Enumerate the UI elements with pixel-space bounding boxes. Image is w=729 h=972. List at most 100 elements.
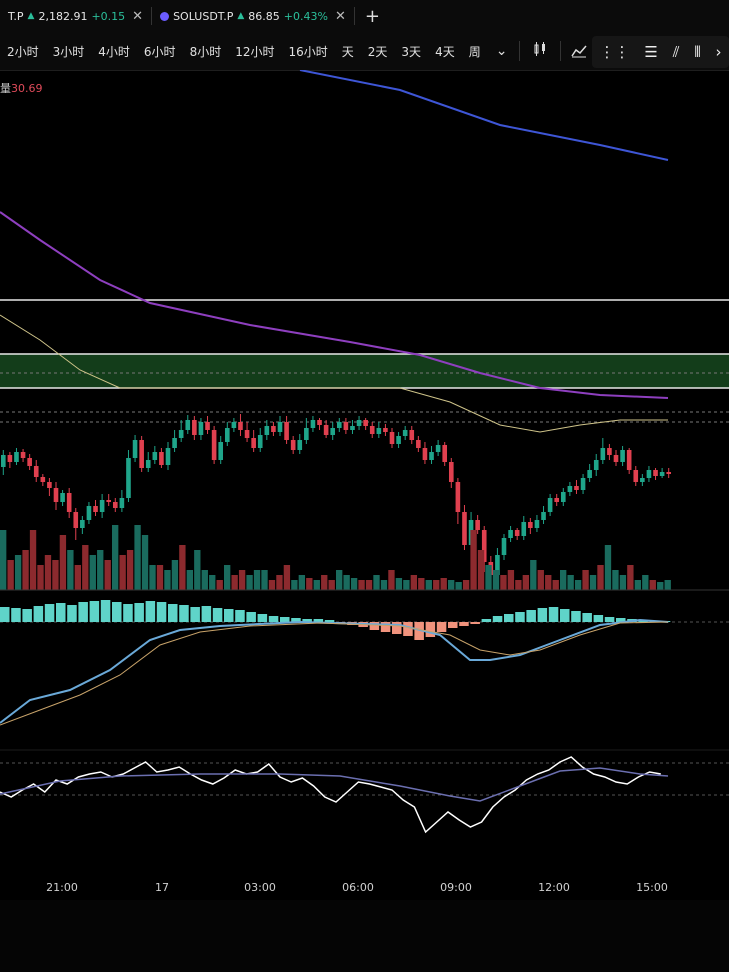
symbol-tab-bar: T.P ▲ 2,182.91 +0.15 ✕ SOLUSDT.P ▲ 86.85… (0, 0, 729, 32)
timeframe-1d[interactable]: 天 (341, 44, 354, 59)
candle-body (178, 430, 184, 438)
ma-yellow-line (0, 314, 668, 433)
candle-body (613, 455, 619, 462)
candle-body (448, 462, 454, 482)
timeframe-4h[interactable]: 4小时 (98, 44, 130, 59)
volume-bar (283, 565, 291, 590)
drawing-tools-panel: ⋮⋮ ☰ ⫽ ⫴ › (592, 36, 729, 68)
time-tick: 15:00 (636, 881, 668, 894)
volume-bar (634, 580, 642, 590)
candle-body (53, 488, 59, 502)
price-chart[interactable] (0, 70, 729, 876)
volume-bar (545, 575, 552, 590)
candle-body (363, 420, 368, 426)
horizontal-line-tool-icon[interactable]: ☰ (644, 43, 658, 61)
time-tick: 12:00 (538, 881, 570, 894)
volume-bar (253, 570, 261, 590)
volume-bar (552, 580, 559, 590)
volume-bar (149, 565, 156, 590)
macd-histogram-bar (548, 607, 559, 622)
add-tab-button[interactable]: + (364, 5, 380, 27)
candle-body (547, 498, 553, 512)
macd-histogram-bar (604, 617, 615, 622)
volume-bar (156, 565, 164, 590)
volume-bar (59, 535, 67, 590)
macd-histogram-bar (313, 619, 324, 622)
up-arrow-icon: ▲ (27, 11, 35, 21)
candle-body (290, 440, 296, 450)
timeframe-6h[interactable]: 6小时 (143, 44, 176, 59)
timeframe-3d[interactable]: 3天 (401, 44, 422, 59)
volume-bar (276, 575, 283, 590)
candle-body (40, 477, 46, 482)
tab-price: 2,182.91 (38, 9, 88, 23)
volume-bar (0, 530, 7, 590)
volume-bar (612, 570, 619, 590)
candle-body (218, 442, 224, 460)
candle-body (139, 440, 144, 468)
close-icon[interactable]: ✕ (334, 8, 346, 24)
volume-bar (604, 545, 612, 590)
macd-fast-line (0, 618, 669, 724)
volume-bar (216, 580, 223, 590)
macd-histogram-bar (257, 614, 268, 622)
macd-histogram-bar (246, 612, 256, 622)
volume-bar (560, 570, 567, 590)
candle-body (587, 470, 592, 478)
candle-body (224, 428, 230, 442)
candle-body (343, 422, 349, 430)
candle-body (369, 426, 375, 434)
candle-body (633, 470, 639, 482)
timeframe-16h[interactable]: 16小时 (288, 44, 328, 59)
candle-body (389, 432, 395, 444)
macd-histogram-bar (168, 604, 178, 622)
candle-body (593, 460, 599, 470)
volume-bar (164, 570, 171, 590)
macd-histogram-bar (224, 609, 234, 622)
macd-histogram-bar (537, 608, 548, 622)
close-icon[interactable]: ✕ (132, 8, 144, 24)
candle-body (640, 478, 645, 482)
trend-line-tool-icon[interactable]: ⫽ (672, 43, 680, 61)
volume-bar (455, 582, 462, 590)
volume-bar (537, 570, 544, 590)
timeframe-1w[interactable]: 周 (468, 44, 481, 59)
tab-ethusdt[interactable]: T.P ▲ 2,182.91 +0.15 ✕ (0, 0, 151, 32)
macd-histogram-bar (44, 604, 55, 622)
volume-bar (171, 560, 179, 590)
tab-solusdt[interactable]: SOLUSDT.P ▲ 86.85 +0.43% ✕ (152, 0, 354, 32)
timeframe-8h[interactable]: 8小时 (189, 44, 222, 59)
candle-body (244, 430, 250, 438)
volume-bar (336, 570, 343, 590)
volume-bar (261, 570, 268, 590)
candle-type-icon[interactable] (524, 41, 556, 61)
timeframe-12h[interactable]: 12小时 (235, 44, 275, 59)
timeframe-4d[interactable]: 4天 (435, 44, 455, 59)
volume-bar (238, 570, 246, 590)
volume-bar (29, 530, 37, 590)
macd-histogram-bar (78, 602, 88, 622)
volume-indicator-label: 量30.69 (0, 80, 43, 96)
chevron-down-icon[interactable]: ⌄ (495, 43, 508, 59)
volume-bar (126, 550, 134, 590)
macd-histogram-bar (504, 614, 514, 622)
volume-bar (104, 560, 111, 590)
timeframe-2h[interactable]: 2小时 (7, 44, 39, 59)
tab-symbol: T.P (8, 9, 24, 23)
macd-histogram-bar (526, 610, 536, 622)
timeframe-3h[interactable]: 3小时 (52, 44, 85, 59)
tab-change: +0.43% (283, 9, 328, 23)
volume-bar (52, 560, 59, 590)
volume-bar (403, 580, 410, 590)
volume-bar (530, 560, 537, 590)
resistance-zone (0, 354, 729, 388)
vertical-lines-tool-icon[interactable]: ⫴ (694, 43, 701, 61)
macd-histogram-bar (145, 601, 156, 622)
toolbar-divider (519, 41, 521, 61)
timeframe-2d[interactable]: 2天 (367, 44, 388, 59)
candle-body (284, 422, 289, 440)
candle-body (541, 512, 546, 520)
time-tick: 03:00 (244, 881, 276, 894)
chevron-right-icon[interactable]: › (715, 43, 722, 61)
grip-icon[interactable]: ⋮⋮ (599, 43, 630, 61)
